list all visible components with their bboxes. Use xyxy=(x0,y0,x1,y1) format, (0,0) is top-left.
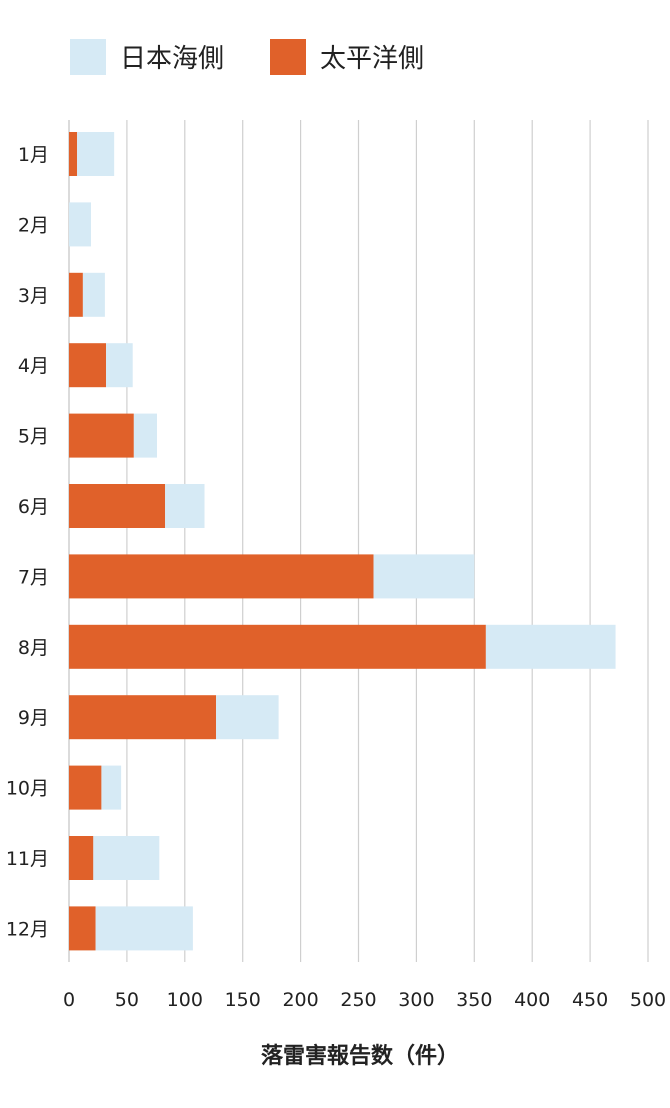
bar-pacific xyxy=(69,765,102,810)
bar-pacific xyxy=(69,132,78,176)
bar-pacific xyxy=(69,272,83,317)
bar-pacific xyxy=(69,836,94,880)
x-tick-label: 150 xyxy=(225,989,261,1011)
category-label: 5月 xyxy=(18,426,49,448)
x-tick-label: 200 xyxy=(282,989,318,1011)
bar-pacific xyxy=(69,554,374,599)
bar-japan-sea xyxy=(485,624,616,669)
x-tick-label: 50 xyxy=(115,989,139,1011)
bars xyxy=(69,132,616,951)
legend-label-japan-sea: 日本海側 xyxy=(120,44,224,74)
category-labels: 1月 2月 3月 4月 5月 6月 7月 8月 9月 10月 11月 12月 xyxy=(6,144,49,940)
bar-pacific xyxy=(69,343,107,388)
bar-japan-sea xyxy=(69,202,92,247)
category-label: 10月 xyxy=(6,778,49,800)
x-tick-label: 100 xyxy=(167,989,203,1011)
bar-pacific xyxy=(69,624,486,669)
bar-pacific xyxy=(69,413,134,458)
bar-japan-sea xyxy=(133,413,158,458)
category-label: 8月 xyxy=(18,637,49,659)
x-tick-label: 350 xyxy=(456,989,492,1011)
bar-japan-sea xyxy=(95,906,193,951)
category-label: 6月 xyxy=(18,496,49,518)
category-label: 3月 xyxy=(18,285,49,307)
category-label: 2月 xyxy=(18,214,49,236)
bar-pacific xyxy=(69,695,217,740)
category-label: 1月 xyxy=(18,144,49,166)
bar-japan-sea xyxy=(77,132,115,176)
x-tick-label: 250 xyxy=(340,989,376,1011)
x-tick-labels: 0 50 100 150 200 250 300 350 400 450 500 xyxy=(63,989,666,1011)
category-label: 9月 xyxy=(18,707,49,729)
category-label: 11月 xyxy=(6,848,49,870)
category-label: 4月 xyxy=(18,355,49,377)
bar-japan-sea xyxy=(106,343,133,388)
bar-pacific xyxy=(69,906,96,951)
legend-swatch-pacific xyxy=(270,39,306,75)
x-axis-label: 落雷害報告数（件） xyxy=(261,1043,459,1069)
bar-japan-sea xyxy=(93,836,160,880)
legend: 日本海側 太平洋側 xyxy=(70,39,424,75)
bar-pacific xyxy=(69,484,166,528)
x-tick-label: 400 xyxy=(514,989,550,1011)
bar-japan-sea xyxy=(216,695,279,740)
category-label: 7月 xyxy=(18,566,49,588)
x-tick-label: 0 xyxy=(63,989,75,1011)
bar-japan-sea xyxy=(82,272,105,317)
legend-label-pacific: 太平洋側 xyxy=(320,44,424,74)
x-tick-label: 300 xyxy=(398,989,434,1011)
x-tick-label: 500 xyxy=(630,989,666,1011)
x-tick-label: 450 xyxy=(572,989,608,1011)
bar-japan-sea xyxy=(165,484,205,528)
bar-japan-sea xyxy=(101,765,122,810)
category-label: 12月 xyxy=(6,918,49,940)
legend-swatch-japan-sea xyxy=(70,39,106,75)
bar-japan-sea xyxy=(373,554,475,599)
gridlines xyxy=(68,120,649,962)
